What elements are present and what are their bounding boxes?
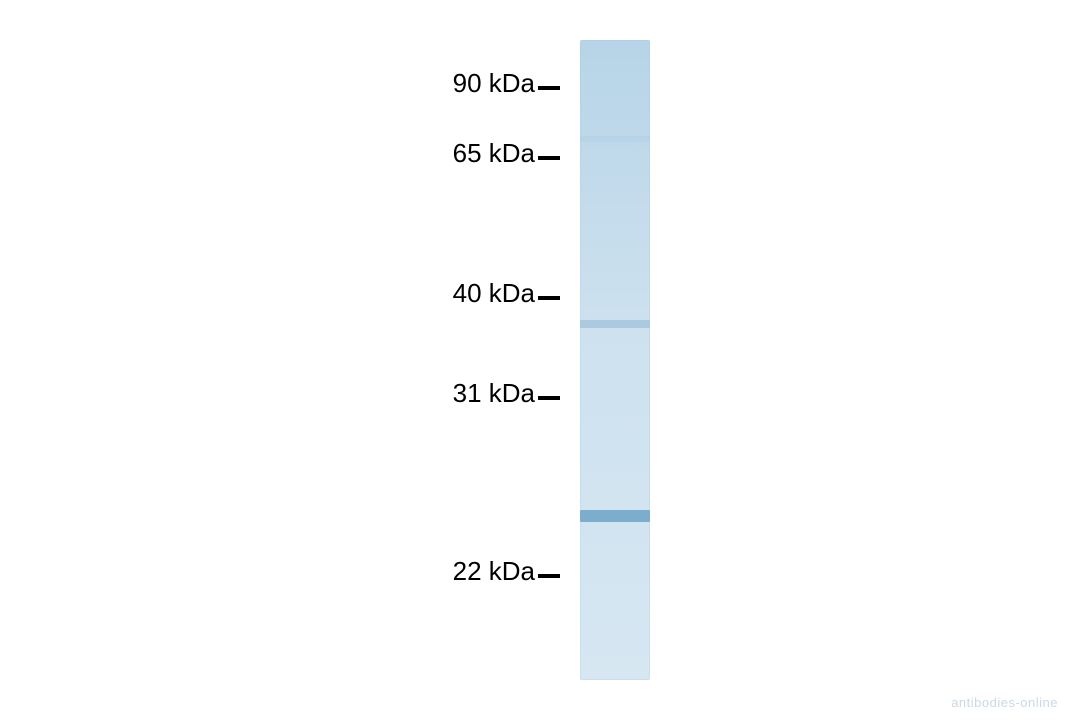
blot-lane [580,40,650,680]
marker-label-65: 65 kDa [395,138,535,169]
marker-tick [538,296,560,300]
marker-tick [538,396,560,400]
marker-label-90: 90 kDa [395,68,535,99]
marker-tick [538,156,560,160]
marker-label-40: 40 kDa [395,278,535,309]
western-blot: 90 kDa 65 kDa 40 kDa 31 kDa 22 kDa [370,40,710,680]
marker-tick [538,86,560,90]
marker-tick [538,574,560,578]
watermark-text: antibodies-online [951,695,1058,710]
marker-label-31: 31 kDa [395,378,535,409]
blot-band [580,320,650,328]
blot-band [580,136,650,142]
marker-label-22: 22 kDa [395,556,535,587]
blot-band [580,510,650,522]
